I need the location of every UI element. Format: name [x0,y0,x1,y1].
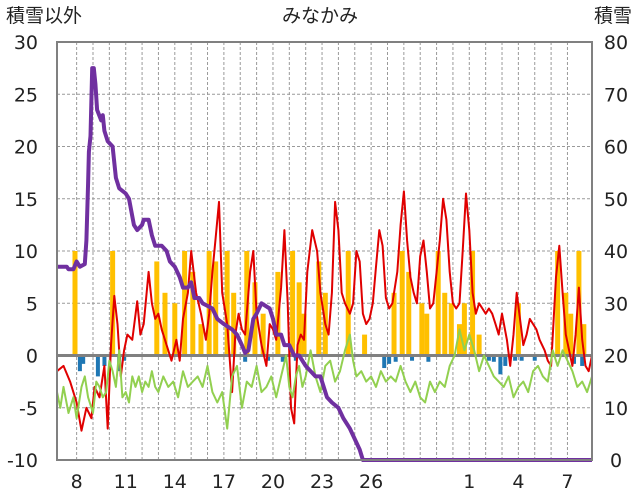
right-tick-label: 50 [604,189,628,211]
precip-bar [260,313,266,356]
left-tick-label: 10 [14,241,38,263]
left-tick-label: 30 [14,32,38,54]
precip-bar [391,292,397,356]
precip-bar [182,251,188,356]
right-tick-label: 70 [604,84,628,106]
left-axis-title: 積雪以外 [6,5,82,27]
right-tick-label: 30 [604,293,628,315]
snow-change-bar [77,355,82,372]
snow-change-bar [580,355,585,366]
precip-bar [470,251,476,356]
x-tick-label: 17 [212,471,236,493]
precip-bar [362,334,368,356]
lines [56,66,593,462]
snow-change-bar [532,355,537,361]
left-tick-label: -10 [7,450,38,472]
snow-change-bar [280,355,285,362]
snow-change-bar [293,355,298,361]
precip-bar [198,324,204,356]
left-tick-label: 20 [14,137,38,159]
snow-change-bar [519,355,524,361]
precip-bar [419,303,425,356]
precip-bar [435,251,441,356]
precip-bar [296,282,302,356]
snow-change-bar [513,355,518,361]
left-tick-label: 25 [14,84,38,106]
precip-bar [555,251,561,356]
right-tick-label: 60 [604,137,628,159]
snow-change-bar [102,355,107,366]
snow-change-bar [266,355,271,361]
right-tick-label: 20 [604,346,628,368]
right-tick-label: 10 [604,398,628,420]
right-tick-label: 80 [604,32,628,54]
x-tick-label: 26 [359,471,383,493]
x-tick-label: 20 [261,471,285,493]
snow-change-bar [382,355,387,369]
chart-title: みなかみ [282,5,358,27]
frame [56,41,593,461]
precip-bar [190,271,196,356]
precip-bar [72,251,78,356]
precip-bar [568,313,574,356]
precip-bar [316,261,322,356]
precip-bar [224,251,230,356]
snow-change-bar [498,355,503,375]
snow-change-bar [243,355,248,362]
precip-bar [515,303,521,356]
snow-depth-line [57,66,592,462]
left-tick-label: 15 [14,189,38,211]
right-axis-title: 積雪 [594,5,632,27]
left-tick-label: -5 [19,398,38,420]
temp-max-line [56,190,593,432]
snow-change-bar [81,355,86,364]
precip-bar [110,251,116,356]
snow-change-bar [491,355,496,362]
precip-bar [461,303,467,356]
x-tick-label: 11 [114,471,138,493]
x-tick-label: 7 [561,471,573,493]
snow-change-bar [503,355,508,366]
precip-bar [231,292,237,356]
snow-change-bar [95,355,100,377]
precip-bar [476,334,482,356]
right-tick-label: 0 [610,450,622,472]
snow-change-bar [410,355,415,361]
precip-bar [448,303,454,356]
temp-min-line [56,328,593,430]
precip-bar [172,303,178,356]
precip-bar [581,324,587,356]
left-tick-label: 0 [26,346,38,368]
precip-bar [399,251,405,356]
x-tick-label: 4 [512,471,524,493]
precip-bar [213,261,219,356]
plot-frame [56,41,593,461]
precip-bar [456,324,462,356]
left-tick-label: 5 [26,293,38,315]
precip-bar [406,271,412,356]
precip-bar [290,251,296,356]
x-tick-label: 1 [463,471,475,493]
labels: 積雪以外 みなかみ 積雪 [6,5,632,27]
right-tick-label: 40 [604,241,628,263]
snow-change-bar [387,355,392,364]
snow-change-bar [393,355,398,362]
precip-bar [424,313,430,356]
precip-bar [345,251,351,356]
precip-bar [442,292,448,356]
x-tick-label: 8 [71,471,83,493]
snow-change-bar [426,355,431,362]
precip-bar [162,292,168,356]
snow-change-bar [486,355,491,361]
x-tick-label: 14 [163,471,187,493]
x-tick-label: 23 [310,471,334,493]
precip-bar [154,261,160,356]
